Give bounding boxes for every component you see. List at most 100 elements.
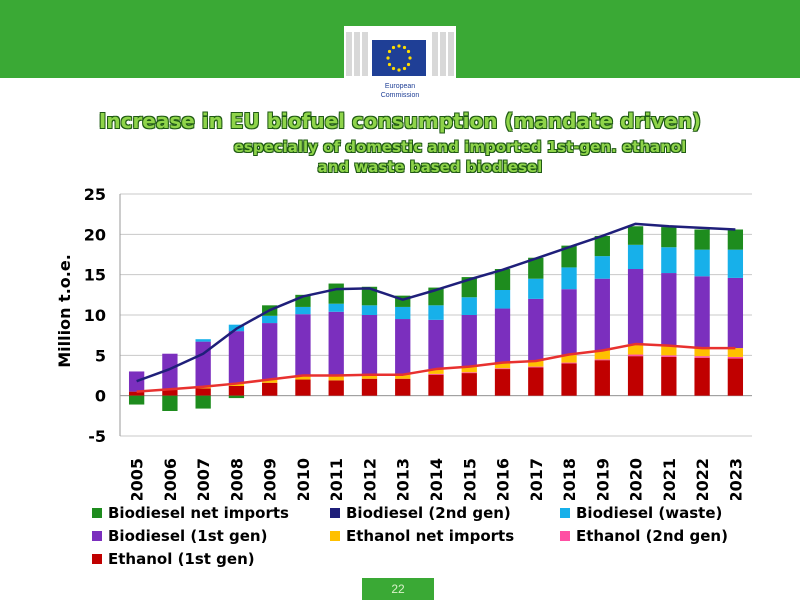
bar-ethanol-net-imports: [528, 360, 544, 367]
legend-label: Biodiesel net imports: [108, 504, 289, 522]
legend-item: Ethanol (1st gen): [92, 550, 255, 568]
bar-biodiesel-net-imports: [228, 395, 245, 399]
bar-biodiesel-net-imports: [162, 395, 178, 411]
legend-item: Ethanol (2nd gen): [560, 527, 728, 545]
bar-biodiesel-1st: [694, 276, 710, 349]
legend-item: Biodiesel (1st gen): [92, 527, 267, 545]
bar-biodiesel-net-imports: [661, 227, 677, 248]
legend-swatch: [330, 531, 340, 541]
bar-biodiesel-waste: [395, 306, 411, 320]
bar-ethanol-net-imports: [262, 379, 278, 383]
bar-ethanol-net-imports: [395, 374, 411, 379]
x-tick-label: 2005: [128, 458, 147, 500]
bar-ethanol-2nd: [428, 373, 444, 375]
bar-ethanol-1st: [727, 358, 744, 396]
bar-ethanol-1st: [395, 378, 411, 396]
eu-flag-icon: [372, 40, 426, 76]
bar-ethanol-1st: [228, 385, 245, 396]
y-tick-label: 0: [95, 387, 106, 406]
y-tick-label: -5: [88, 427, 106, 446]
bar-ethanol-1st: [494, 369, 511, 396]
biofuel-chart: -5 0 5 10 15 20 25 Million t.o.e. 2005 2006 2007 20…: [55, 185, 752, 500]
logo-text-line2: Commission: [380, 92, 420, 99]
bar-ethanol-1st: [661, 356, 677, 396]
bar-ethanol-1st: [627, 356, 644, 396]
bar-ethanol-2nd: [627, 354, 644, 357]
bar-biodiesel-net-imports: [694, 229, 710, 250]
legend-label: Biodiesel (2nd gen): [346, 504, 511, 522]
bar-ethanol-1st: [528, 367, 544, 396]
bar-ethanol-2nd: [528, 366, 544, 368]
bar-biodiesel-net-imports: [328, 283, 344, 304]
bar-ethanol-net-imports: [494, 362, 511, 369]
bar-ethanol-1st: [328, 380, 344, 396]
x-tick-label: 2008: [227, 458, 246, 500]
bar-biodiesel-waste: [694, 249, 710, 277]
bar-ethanol-net-imports: [561, 354, 577, 363]
y-tick-label: 5: [95, 346, 106, 365]
bar-biodiesel-waste: [594, 256, 610, 279]
bar-biodiesel-1st: [461, 315, 477, 367]
bar-biodiesel-net-imports: [727, 229, 744, 250]
x-tick-label: 2012: [360, 458, 379, 500]
x-tick-label: 2011: [327, 458, 346, 500]
bar-biodiesel-1st: [295, 314, 311, 376]
x-tick-label: 2023: [726, 458, 745, 500]
y-tick-label: 15: [84, 266, 106, 285]
bar-ethanol-1st: [162, 390, 178, 396]
x-tick-label: 2015: [460, 458, 479, 500]
bar-biodiesel-1st: [661, 273, 677, 346]
bar-biodiesel-1st: [128, 371, 145, 392]
ethanol-line: [136, 342, 736, 393]
slide-title: Increase in EU biofuel consumption (mand…: [98, 109, 702, 133]
x-tick-label: 2010: [294, 458, 313, 500]
bar-biodiesel-waste: [295, 306, 311, 315]
bar-biodiesel-1st: [494, 308, 511, 363]
bar-ethanol-2nd: [561, 362, 577, 364]
bar-ethanol-net-imports: [694, 348, 710, 357]
y-tick-label: 10: [84, 306, 106, 325]
x-tick-label: 2007: [194, 458, 213, 500]
legend-swatch: [330, 508, 340, 518]
bar-biodiesel-waste: [494, 289, 511, 309]
legend-item: Biodiesel (waste): [560, 504, 722, 522]
bar-ethanol-2nd: [694, 356, 710, 358]
legend-swatch: [92, 508, 102, 518]
x-tick-label: 2018: [560, 458, 579, 500]
bar-biodiesel-net-imports: [594, 235, 610, 257]
bar-ethanol-net-imports: [627, 344, 644, 355]
bar-biodiesel-net-imports: [128, 395, 145, 405]
x-tick-label: 2006: [161, 458, 180, 500]
x-tick-label: 2020: [627, 458, 646, 500]
x-tick-label: 2019: [593, 458, 612, 500]
legend-label: Biodiesel (1st gen): [108, 527, 268, 545]
bar-ethanol-net-imports: [461, 366, 477, 373]
bar-biodiesel-waste: [627, 244, 644, 270]
legend-item: Biodiesel (2nd gen): [330, 504, 511, 522]
legend-label: Ethanol net imports: [346, 527, 515, 545]
legend-item: Biodiesel net imports: [92, 504, 289, 522]
legend-swatch: [92, 531, 102, 541]
bar-ethanol-2nd: [727, 356, 744, 359]
bar-ethanol-1st: [694, 357, 710, 396]
bar-biodiesel-1st: [528, 298, 544, 361]
x-tick-label: 2016: [494, 458, 513, 500]
bar-biodiesel-net-imports: [561, 245, 577, 268]
page-number: 22: [362, 578, 434, 600]
bar-biodiesel-1st: [328, 311, 344, 376]
legend-label: Ethanol (2nd gen): [576, 527, 728, 545]
y-axis-label: Million t.o.e.: [55, 254, 74, 368]
bar-biodiesel-1st: [727, 277, 744, 349]
bar-biodiesel-1st: [428, 319, 444, 370]
bar-biodiesel-1st: [361, 315, 378, 375]
bar-biodiesel-net-imports: [395, 295, 411, 307]
bar-ethanol-2nd: [661, 355, 677, 357]
bar-biodiesel-waste: [461, 297, 477, 315]
bar-biodiesel-net-imports: [494, 269, 511, 290]
bar-ethanol-net-imports: [428, 369, 444, 374]
bar-ethanol-1st: [195, 388, 211, 396]
slide-subtitle-1: especially of domestic and imported 1st-…: [233, 138, 687, 156]
legend-item: Ethanol net imports: [330, 527, 514, 545]
bar-ethanol-net-imports: [295, 375, 311, 380]
bar-biodiesel-waste: [195, 339, 211, 342]
